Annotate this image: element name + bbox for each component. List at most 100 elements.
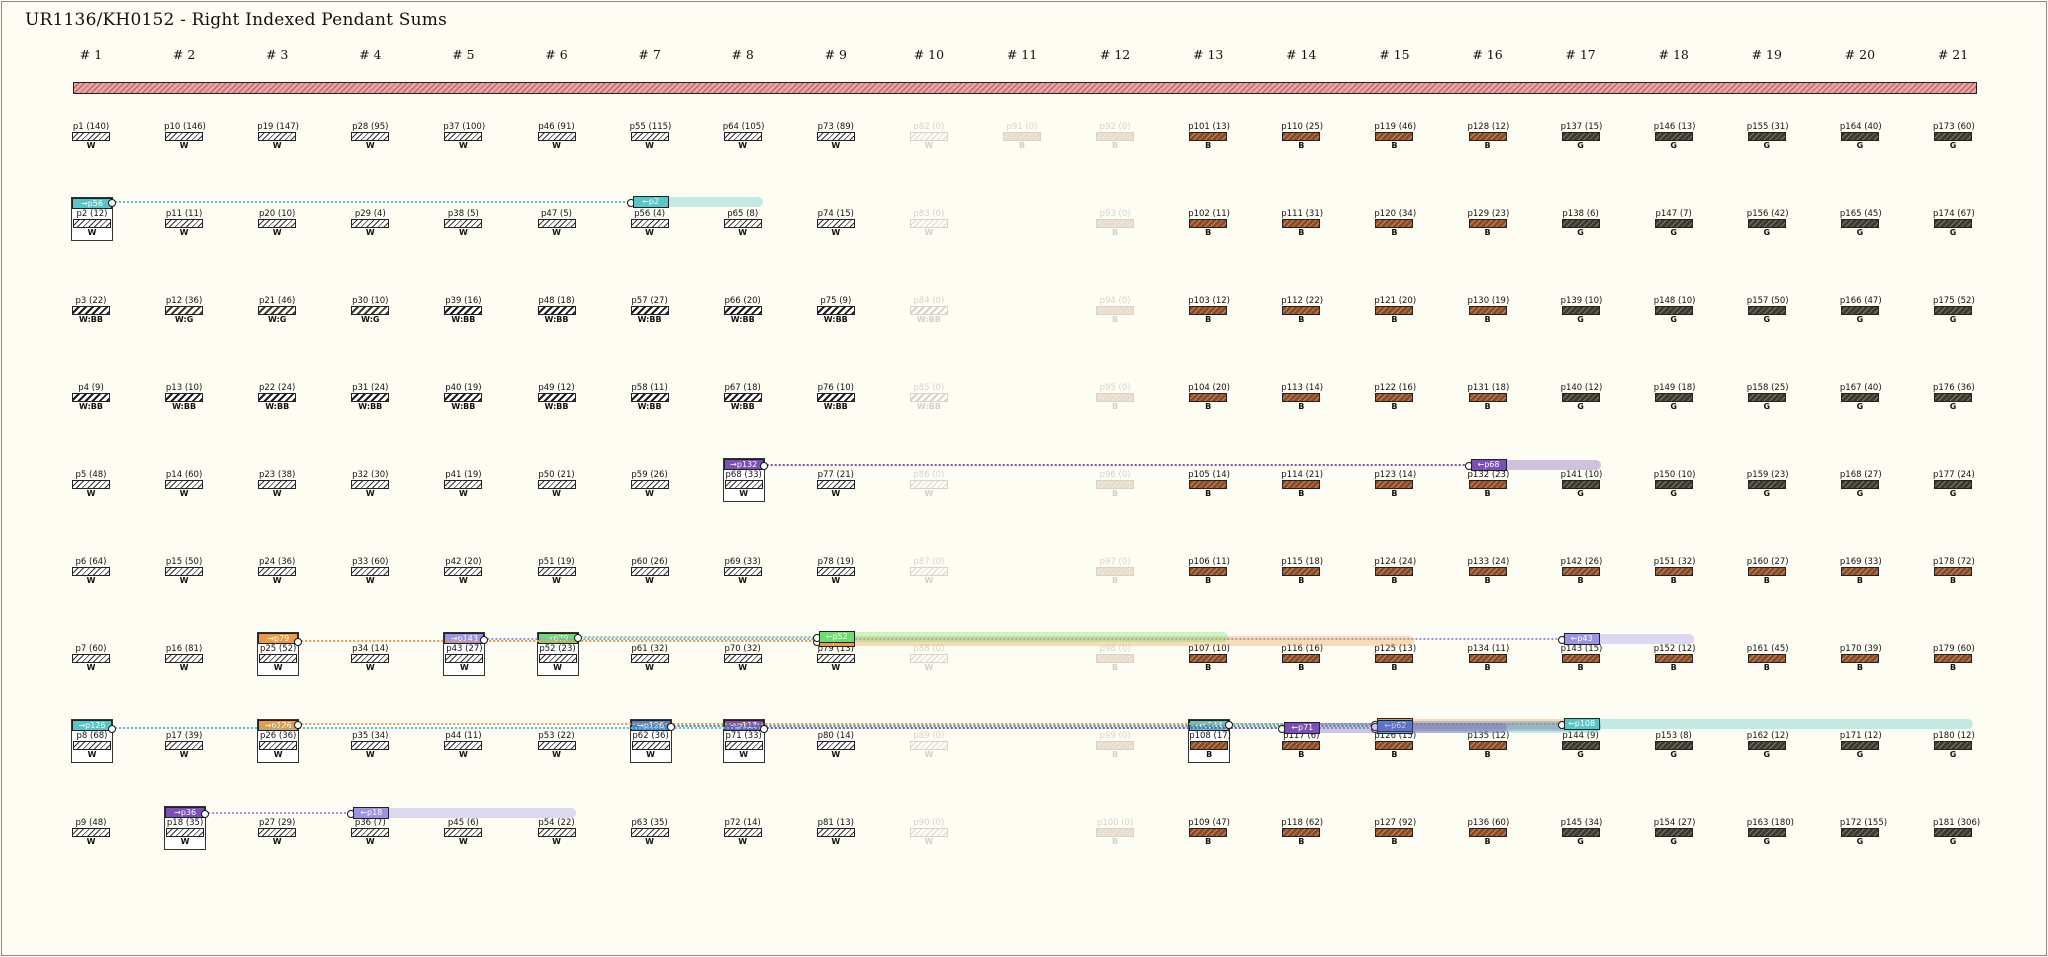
pendant[interactable]: p176 (36) G bbox=[1933, 383, 1975, 412]
pendant[interactable]: p89 (0) W bbox=[909, 731, 949, 760]
pendant[interactable]: p181 (306) G bbox=[1933, 818, 1980, 847]
pendant[interactable]: p40 (19) W:BB bbox=[443, 383, 483, 412]
pendant[interactable]: p51 (19) W bbox=[537, 557, 577, 586]
pendant[interactable]: p161 (45) B bbox=[1747, 644, 1789, 673]
pendant[interactable]: p170 (39) B bbox=[1840, 644, 1882, 673]
pendant[interactable]: p174 (67) G bbox=[1933, 209, 1975, 238]
pendant[interactable]: p101 (13) B bbox=[1188, 122, 1230, 151]
pendant[interactable]: p50 (21) W bbox=[537, 470, 577, 499]
pendant[interactable]: p120 (34) B bbox=[1374, 209, 1416, 238]
pendant[interactable]: p57 (27) W:BB bbox=[630, 296, 670, 325]
pendant[interactable]: p157 (50) G bbox=[1747, 296, 1789, 325]
pendant[interactable]: p48 (18) W:BB bbox=[537, 296, 577, 325]
pendant[interactable]: p106 (11) B bbox=[1188, 557, 1230, 586]
pendant[interactable]: p37 (100) W bbox=[443, 122, 485, 151]
pendant[interactable]: p33 (60) W bbox=[350, 557, 390, 586]
pendant[interactable]: p87 (0) W bbox=[909, 557, 949, 586]
pendant[interactable]: p16 (81) W bbox=[164, 644, 204, 673]
pendant[interactable]: p150 (10) G bbox=[1654, 470, 1696, 499]
pendant[interactable]: p98 (0) B bbox=[1095, 644, 1135, 673]
pendant[interactable]: p64 (105) W bbox=[723, 122, 765, 151]
pendant[interactable]: p137 (15) G bbox=[1561, 122, 1603, 151]
pendant[interactable]: p107 (10) B bbox=[1188, 644, 1230, 673]
pendant[interactable]: p159 (23) G bbox=[1747, 470, 1789, 499]
pendant[interactable]: p158 (25) G bbox=[1747, 383, 1789, 412]
pendant[interactable]: p73 (89) W bbox=[816, 122, 856, 151]
pendant[interactable]: p35 (34) W bbox=[350, 731, 390, 760]
pendant[interactable]: p96 (0) B bbox=[1095, 470, 1135, 499]
pendant[interactable]: p114 (21) B bbox=[1281, 470, 1323, 499]
pendant[interactable]: p86 (0) W bbox=[909, 470, 949, 499]
pendant[interactable]: →p132 p68 (33) W bbox=[722, 458, 765, 502]
pendant[interactable]: p152 (12) B bbox=[1654, 644, 1696, 673]
pendant[interactable]: p6 (64) W bbox=[71, 557, 111, 586]
pendant[interactable]: p15 (50) W bbox=[164, 557, 204, 586]
pendant[interactable]: p141 (10) G bbox=[1561, 470, 1603, 499]
pendant[interactable]: p13 (10) W:BB bbox=[164, 383, 204, 412]
pendant[interactable]: p116 (16) B bbox=[1281, 644, 1323, 673]
pendant[interactable]: →p36 p18 (35) W bbox=[164, 806, 207, 850]
pendant[interactable]: p154 (27) G bbox=[1654, 818, 1696, 847]
pendant[interactable]: p10 (146) W bbox=[164, 122, 206, 151]
pendant[interactable]: p134 (11) B bbox=[1468, 644, 1510, 673]
pendant[interactable]: p12 (36) W:G bbox=[164, 296, 204, 325]
pendant[interactable]: p163 (180) G bbox=[1747, 818, 1794, 847]
pendant[interactable]: p146 (13) G bbox=[1654, 122, 1696, 151]
pendant[interactable]: p72 (14) W bbox=[723, 818, 763, 847]
pendant[interactable]: p130 (19) B bbox=[1468, 296, 1510, 325]
pendant[interactable]: p139 (10) G bbox=[1561, 296, 1603, 325]
pendant[interactable]: p177 (24) G bbox=[1933, 470, 1975, 499]
pendant[interactable]: p119 (46) B bbox=[1374, 122, 1416, 151]
pendant[interactable]: p28 (95) W bbox=[350, 122, 390, 151]
pendant[interactable]: p65 (8) W bbox=[723, 209, 763, 238]
pendant[interactable]: p103 (12) B bbox=[1188, 296, 1230, 325]
pendant[interactable]: →p126 p26 (36) W bbox=[257, 719, 300, 763]
pendant[interactable]: p156 (42) G bbox=[1747, 209, 1789, 238]
pendant[interactable]: p143 (15) B bbox=[1561, 644, 1603, 673]
pendant[interactable]: p123 (14) B bbox=[1374, 470, 1416, 499]
pendant[interactable]: p54 (22) W bbox=[537, 818, 577, 847]
pendant[interactable]: p44 (11) W bbox=[443, 731, 483, 760]
pendant[interactable]: p9 (48) W bbox=[71, 818, 111, 847]
pendant[interactable]: p4 (9) W:BB bbox=[71, 383, 111, 412]
pendant[interactable]: p59 (26) W bbox=[630, 470, 670, 499]
pendant[interactable]: p118 (62) B bbox=[1281, 818, 1323, 847]
pendant[interactable]: p74 (15) W bbox=[816, 209, 856, 238]
pendant[interactable]: p133 (24) B bbox=[1468, 557, 1510, 586]
pendant[interactable]: p169 (33) B bbox=[1840, 557, 1882, 586]
pendant[interactable]: p24 (36) W bbox=[257, 557, 297, 586]
pendant[interactable]: p99 (0) B bbox=[1095, 731, 1135, 760]
pendant[interactable]: p75 (9) W:BB bbox=[816, 296, 856, 325]
pendant[interactable]: p113 (14) B bbox=[1281, 383, 1323, 412]
pendant[interactable]: p20 (10) W bbox=[257, 209, 297, 238]
pendant[interactable]: p175 (52) G bbox=[1933, 296, 1975, 325]
pendant[interactable]: p82 (0) W bbox=[909, 122, 949, 151]
pendant[interactable]: p117 (6) B bbox=[1281, 731, 1321, 760]
pendant[interactable]: p5 (48) W bbox=[71, 470, 111, 499]
pendant[interactable]: p79 (13) W bbox=[816, 644, 856, 673]
pendant[interactable]: p60 (26) W bbox=[630, 557, 670, 586]
pendant[interactable]: p173 (60) G bbox=[1933, 122, 1975, 151]
pendant[interactable]: p84 (0) W:BB bbox=[909, 296, 949, 325]
pendant[interactable]: p91 (0) B bbox=[1002, 122, 1042, 151]
pendant[interactable]: p29 (4) W bbox=[350, 209, 390, 238]
pendant[interactable]: p7 (60) W bbox=[71, 644, 111, 673]
pendant[interactable]: p125 (13) B bbox=[1374, 644, 1416, 673]
pendant[interactable]: p104 (20) B bbox=[1188, 383, 1230, 412]
pendant[interactable]: →p144 p108 (17) B bbox=[1188, 719, 1231, 763]
pendant[interactable]: p135 (12) B bbox=[1468, 731, 1510, 760]
pendant[interactable]: →p79 p52 (23) W bbox=[536, 632, 579, 676]
pendant[interactable]: p83 (0) W bbox=[909, 209, 949, 238]
pendant[interactable]: p121 (20) B bbox=[1374, 296, 1416, 325]
pendant[interactable]: p14 (60) W bbox=[164, 470, 204, 499]
pendant[interactable]: p140 (12) G bbox=[1561, 383, 1603, 412]
pendant[interactable]: p138 (6) G bbox=[1561, 209, 1601, 238]
pendant[interactable]: p38 (5) W bbox=[443, 209, 483, 238]
pendant[interactable]: p149 (18) G bbox=[1654, 383, 1696, 412]
pendant[interactable]: p19 (147) W bbox=[257, 122, 299, 151]
pendant[interactable]: p58 (11) W:BB bbox=[630, 383, 670, 412]
pendant[interactable]: p21 (46) W:G bbox=[257, 296, 297, 325]
pendant[interactable]: p178 (72) B bbox=[1933, 557, 1975, 586]
pendant[interactable]: p95 (0) B bbox=[1095, 383, 1135, 412]
pendant[interactable]: →p126 p8 (68) W bbox=[71, 719, 113, 763]
